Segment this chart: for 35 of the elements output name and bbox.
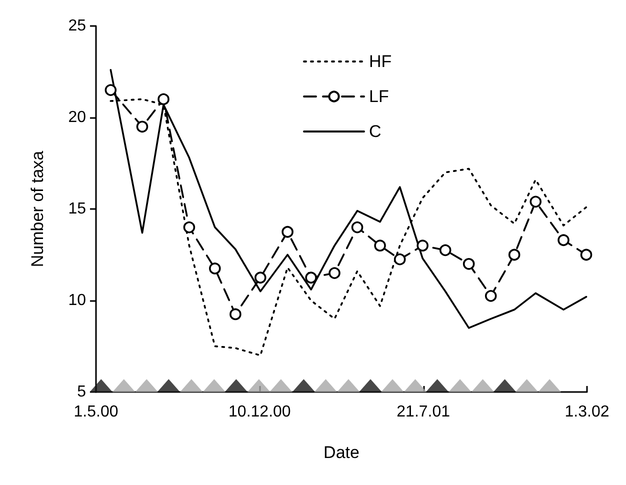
legend-label: HF	[369, 52, 392, 71]
point	[462, 258, 475, 270]
legend-label: LF	[369, 87, 389, 106]
y-tick-label: 20	[68, 109, 86, 126]
point	[351, 221, 364, 234]
point	[530, 196, 542, 208]
point	[158, 93, 170, 106]
point	[254, 272, 266, 284]
point	[374, 240, 386, 252]
x-tick-label: 21.7.01	[396, 404, 450, 420]
y-tick-label: 15	[68, 200, 86, 218]
y-tick-label: 10	[68, 292, 86, 309]
point	[183, 221, 196, 234]
point	[558, 234, 570, 246]
point	[282, 226, 294, 238]
point	[508, 248, 520, 261]
point	[394, 253, 406, 266]
legend-label: C	[369, 122, 382, 141]
point	[104, 84, 117, 96]
point	[416, 240, 428, 252]
x-axis-title: Date	[324, 443, 360, 462]
point	[136, 120, 148, 133]
point	[209, 262, 221, 274]
point	[580, 248, 592, 261]
point	[305, 272, 317, 284]
y-tick-label: 25	[68, 18, 86, 34]
x-tick-label: 1.5.00	[74, 404, 118, 420]
point	[439, 244, 452, 256]
y-tick-label: 5	[77, 384, 86, 400]
point	[230, 308, 242, 320]
point	[328, 267, 340, 279]
x-tick-label: 1.3.02	[564, 404, 610, 420]
point	[484, 290, 497, 302]
x-tick-label: 10.12.00	[228, 404, 291, 420]
y-axis-title: Number of taxa	[28, 150, 47, 268]
